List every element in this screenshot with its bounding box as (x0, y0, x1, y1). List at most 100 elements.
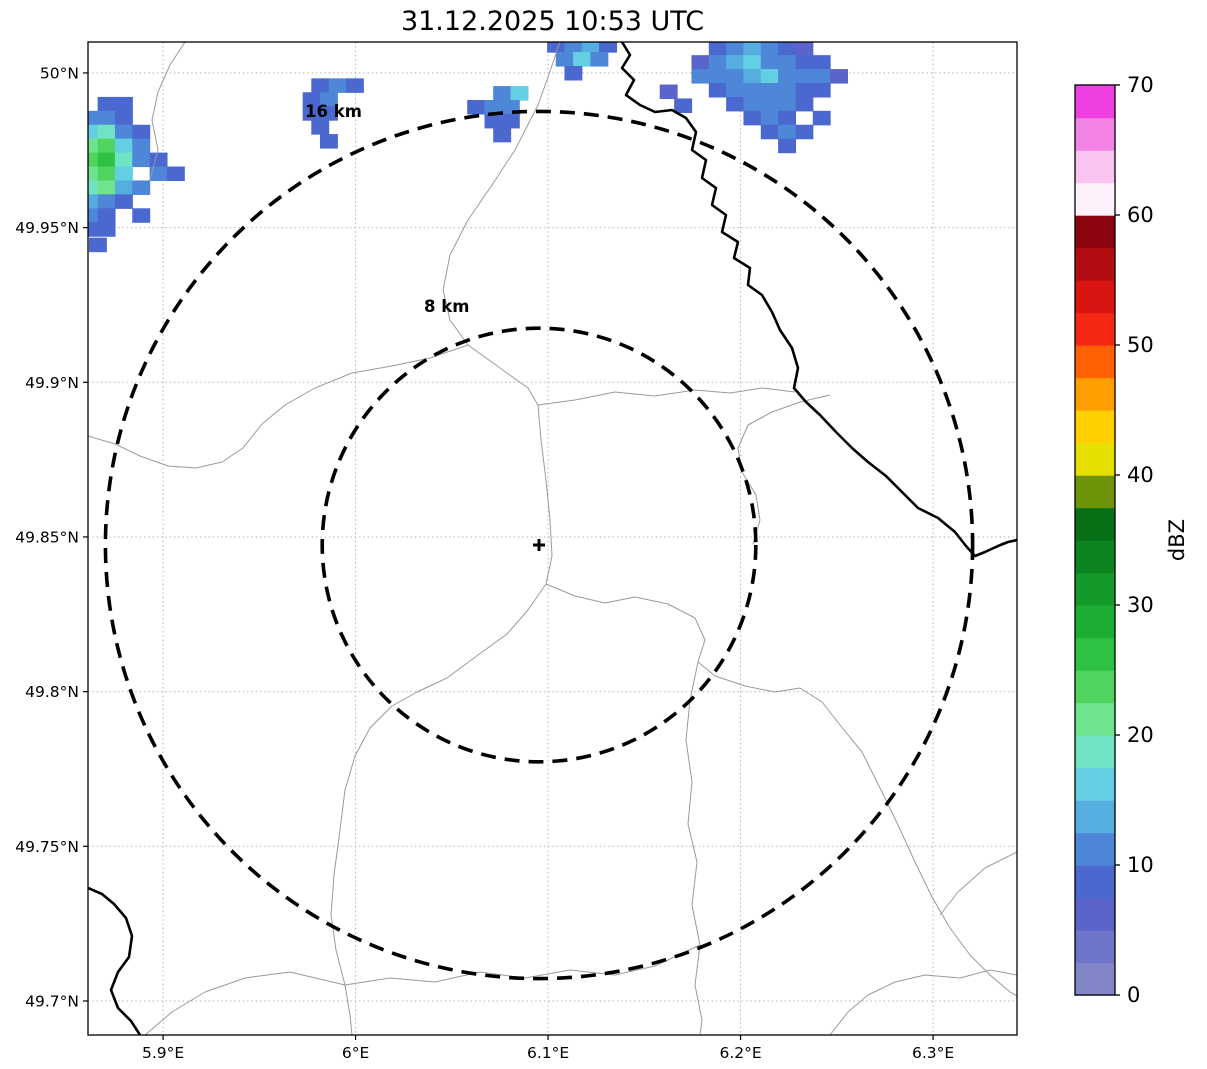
colorbar-segment (1075, 800, 1115, 834)
radar-echo-cell (760, 82, 779, 98)
radar-echo-cell (743, 69, 762, 84)
colorbar-segment (1075, 572, 1115, 606)
x-tick-label: 6.1°E (527, 1044, 569, 1062)
colorbar-tick-label: 70 (1127, 73, 1154, 97)
radar-echo-cell (114, 166, 133, 182)
admin-boundary-line (149, 42, 186, 181)
radar-echo-cell (778, 42, 797, 56)
radar-echo-cell (812, 69, 831, 84)
colorbar-tick-label: 40 (1127, 463, 1154, 487)
radar-echo-cell (510, 86, 529, 101)
y-tick-label: 49.9°N (25, 374, 79, 392)
y-tick-label: 49.95°N (15, 219, 79, 237)
radar-echo-cell (708, 82, 727, 98)
radar-echo-cell (302, 106, 321, 121)
radar-echo-cell (743, 42, 762, 56)
radar-echo-cell (328, 78, 347, 93)
radar-echo-cell (547, 42, 566, 53)
x-tick-label: 5.9°E (142, 1044, 184, 1062)
colorbar-segment (1075, 605, 1115, 639)
radar-echo-cell (708, 42, 727, 56)
y-tick-label: 49.85°N (15, 528, 79, 546)
radar-echo-cell (132, 208, 151, 223)
radar-echo-cell (88, 208, 99, 223)
x-tick-label: 6.3°E (912, 1044, 954, 1062)
radar-echo-cell (88, 166, 99, 182)
radar-echo-cell (760, 124, 779, 140)
radar-echo-cell (564, 42, 583, 53)
radar-echo-cell (795, 96, 814, 112)
radar-echo-cell (691, 69, 710, 84)
radar-echo-cell (484, 113, 503, 129)
radar-echo-cell (88, 180, 99, 195)
radar-echo-cell (726, 96, 745, 112)
admin-boundary-line (799, 687, 1017, 997)
colorbar-segment (1075, 735, 1115, 769)
colorbar-segment (1075, 377, 1115, 411)
admin-boundary-line (144, 971, 346, 1035)
radar-echo-cell (132, 180, 151, 195)
radar-echo-cell (319, 92, 338, 107)
grid-layer (88, 42, 1017, 1035)
colorbar-segment (1075, 280, 1115, 314)
radar-echo-cell (760, 55, 779, 70)
figure-title: 31.12.2025 10:53 UTC (400, 6, 705, 37)
radar-echo-cell (88, 237, 107, 253)
colorbar-segment (1075, 540, 1115, 574)
radar-echo-cell (726, 42, 745, 56)
colorbar-segment (1075, 182, 1115, 216)
radar-echo-cell (795, 69, 814, 84)
admin-boundary-line (344, 944, 701, 986)
admin-boundary-line (737, 394, 831, 545)
y-tick-label: 49.75°N (15, 838, 79, 856)
radar-echo-cell (132, 152, 151, 168)
radar-echo-cell (114, 110, 133, 126)
radar-echo-cell (88, 194, 99, 209)
colorbar-segment (1075, 312, 1115, 346)
admin-boundary-line (537, 387, 796, 406)
colorbar-frame (1074, 84, 1116, 996)
river-border-line (88, 886, 142, 1035)
radar-echo-cell (132, 138, 151, 154)
radar-echo-cell (345, 78, 364, 93)
radar-echo-cell (114, 180, 133, 195)
radar-echo-cell (743, 55, 762, 70)
range-ring-label-8km: 8 km (424, 297, 469, 316)
radar-echo-cell (149, 166, 168, 182)
colorbar-segment (1075, 85, 1115, 119)
colorbar-tick-label: 10 (1127, 853, 1154, 877)
radar-echo-cell (674, 98, 693, 113)
radar-echo-cell (691, 55, 710, 70)
radar-echo-cell (97, 222, 116, 237)
radar-echo-cell (760, 96, 779, 112)
radar-echo-cell (97, 166, 116, 182)
radar-echo-cell (812, 55, 831, 70)
radar-echo-cell (812, 110, 831, 126)
radar-echo-cell (97, 110, 116, 126)
radar-echo-cell (88, 138, 99, 154)
admin-boundary-line (545, 583, 801, 693)
radar-echo-cell (88, 222, 99, 237)
radar-echo-cell (743, 110, 762, 126)
colorbar-segment (1075, 865, 1115, 899)
colorbar-segment (1075, 475, 1115, 509)
radar-echo-cell (778, 124, 797, 140)
radar-echo-cell (114, 194, 133, 209)
radar-echo-cell (97, 208, 116, 223)
radar-echo-cell (97, 152, 116, 168)
radar-echo-cell (114, 152, 133, 168)
colorbar-segment (1075, 117, 1115, 151)
radar-echo-cell (795, 124, 814, 140)
radar-echo-cell (708, 69, 727, 84)
radar-echo-cell (573, 52, 592, 67)
radar-echo-cell (812, 82, 831, 98)
colorbar-segment (1075, 507, 1115, 541)
radar-echo-cell (795, 55, 814, 70)
radar-echo-cell (501, 113, 520, 129)
colorbar-segment (1075, 410, 1115, 444)
colorbar-segment (1075, 215, 1115, 249)
radar-echo-cell (114, 96, 133, 112)
radar-echo-cell (97, 138, 116, 154)
range-ring-label-16km: 16 km (305, 102, 362, 121)
